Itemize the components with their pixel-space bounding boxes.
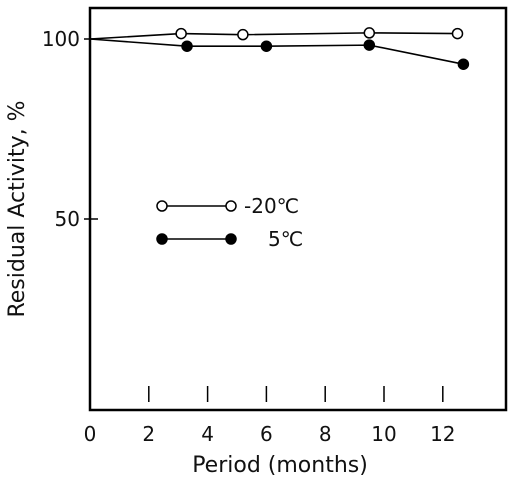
x-tick-label: 8 [319, 422, 332, 446]
x-tick-label: 12 [430, 422, 455, 446]
x-tick-label: 0 [84, 422, 97, 446]
x-axis-title: Period (months) [192, 453, 368, 478]
legend-label: -20℃ [244, 194, 299, 218]
legend-marker [225, 200, 237, 212]
data-point-open [451, 27, 464, 40]
legend-marker [225, 233, 237, 245]
legend: -20℃ 5℃ [156, 194, 303, 251]
data-point-filled [363, 39, 376, 51]
legend-marker [156, 200, 168, 212]
data-point-open [175, 27, 187, 40]
plot-frame [88, 6, 508, 412]
data-point-filled [260, 40, 273, 52]
y-axis-ticks: 50 100 [42, 27, 98, 231]
x-tick-label: 4 [201, 422, 214, 446]
y-axis-title: Residual Activity, % [5, 100, 30, 317]
data-point-filled [181, 40, 193, 52]
data-point-open [237, 28, 249, 41]
series-layer [89, 27, 470, 70]
series-line [89, 38, 464, 65]
legend-marker [156, 233, 168, 245]
x-tick-label: 2 [142, 422, 155, 446]
x-tick-label: 10 [371, 422, 396, 446]
y-tick-label: 100 [42, 27, 80, 51]
x-tick-label: 6 [260, 422, 273, 446]
series-line [89, 32, 458, 40]
data-point-filled [457, 58, 470, 70]
legend-label: 5℃ [268, 227, 303, 251]
x-axis-ticks: 0 2 4 6 8 10 12 [84, 386, 456, 446]
data-point-open [363, 27, 376, 39]
y-tick-label: 50 [55, 207, 80, 231]
